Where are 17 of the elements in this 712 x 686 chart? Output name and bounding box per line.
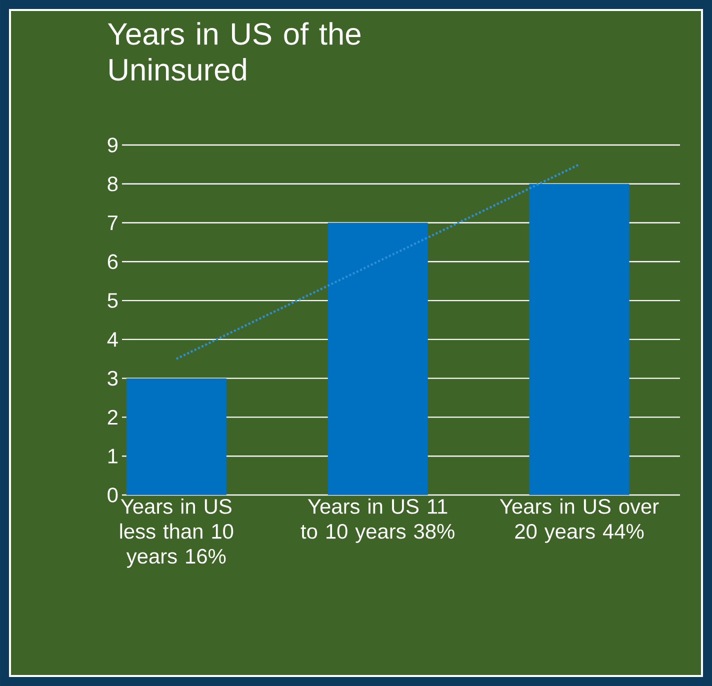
y-tick-label: 9 [108, 138, 118, 152]
x-tick-label: Years in US 11 to 10 years 38% [300, 498, 454, 543]
y-tick-label: 3 [108, 370, 118, 386]
x-tick-label: Years in US over 20 years 44% [500, 498, 659, 543]
y-tick-label: 1 [108, 448, 118, 464]
y-tick-label: 7 [108, 216, 118, 230]
chart-title: Years in US of the Uninsured [108, 22, 360, 81]
bar [126, 378, 226, 495]
y-tick-label: 5 [108, 293, 118, 308]
y-tick-label: 4 [107, 332, 118, 347]
bar [328, 222, 428, 495]
x-tick-label: Years in US less than 10 years 16% [120, 498, 234, 568]
y-tick-label: 2 [108, 410, 118, 425]
y-tick-label: 0 [108, 488, 118, 502]
y-tick-label: 8 [108, 176, 118, 192]
bar [529, 184, 630, 495]
y-tick-label: 6 [108, 254, 118, 270]
